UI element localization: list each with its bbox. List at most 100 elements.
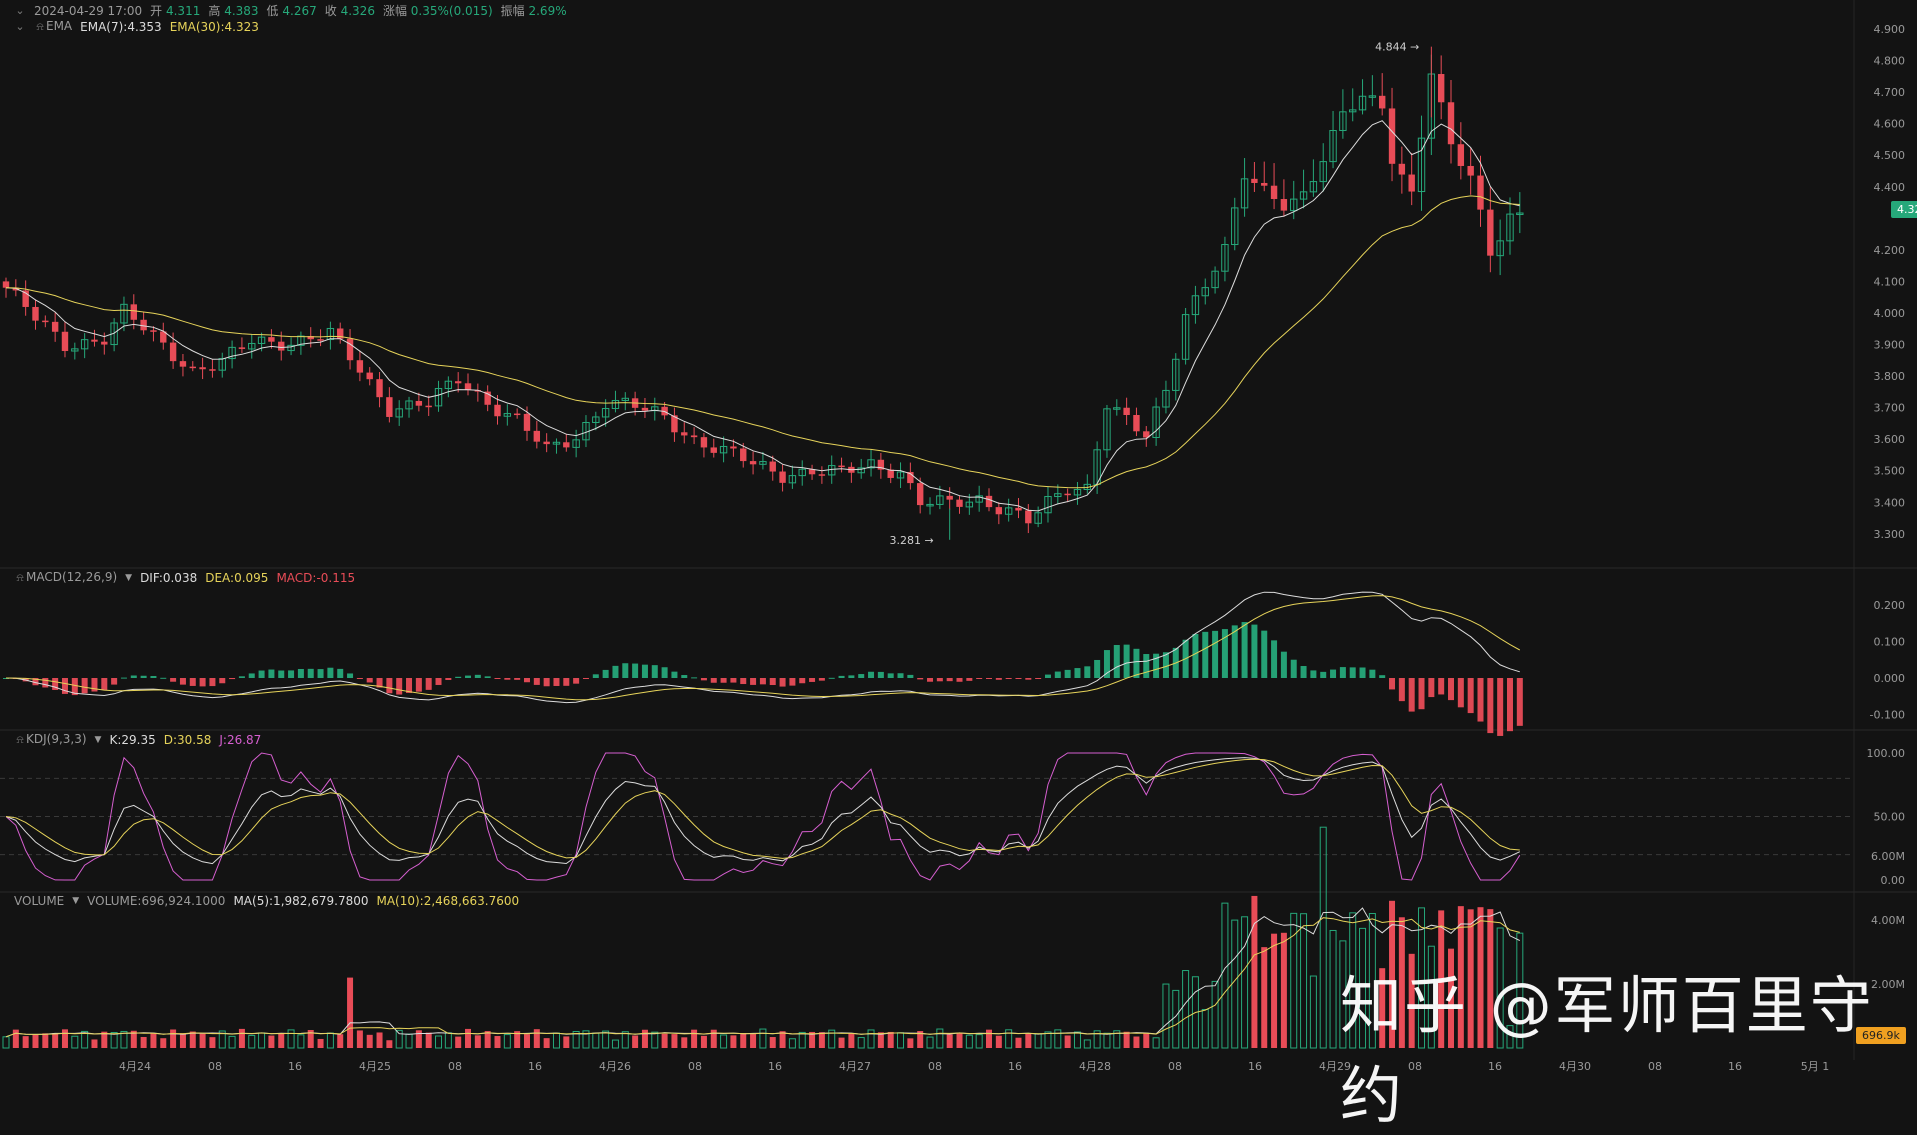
chart-canvas[interactable]: 4.900 4.800 4.700 4.600 4.500 4.400 4.200 4.100… (0, 0, 1917, 1077)
volume-bar (671, 1034, 678, 1048)
candle-body (896, 471, 905, 479)
volume-bar (1300, 913, 1308, 1049)
macd-bar (170, 678, 177, 682)
j-value: J:26.87 (219, 732, 262, 747)
macd-bar (1477, 678, 1484, 722)
macd-bar (1497, 678, 1504, 736)
candle-body (454, 381, 462, 384)
volume-bar (1290, 912, 1298, 1049)
bell-icon[interactable]: ⍾ (16, 733, 24, 746)
candle-body (1447, 102, 1455, 145)
candle-body (936, 495, 944, 505)
macd-bar (474, 674, 481, 678)
last-price-tag: 4.326 (1891, 201, 1917, 218)
macd-bar (1133, 648, 1140, 678)
volume-bar (809, 1031, 816, 1048)
price-tick: 4.700 (1874, 86, 1906, 99)
candle-body (1477, 175, 1484, 210)
volume-bar (120, 1030, 128, 1049)
macd-bar (288, 670, 295, 678)
macd-bar (1369, 669, 1376, 678)
ohlc-legend: ⌄ 2024-04-29 17:00 开 4.311 高 4.383 低 4.2… (14, 2, 566, 19)
macd-bar (877, 671, 884, 678)
macd-bar (494, 678, 501, 679)
ema7-value: EMA(7):4.353 (80, 19, 162, 34)
macd-bar (120, 677, 127, 679)
macd-bar (927, 678, 934, 682)
macd-bar (61, 678, 68, 694)
candle-body (985, 495, 993, 508)
volume-bar (1309, 975, 1317, 1049)
caret-down-icon[interactable]: ▼ (72, 896, 80, 906)
candle-body (346, 338, 354, 361)
candle-body (611, 399, 620, 410)
macd-bar (976, 678, 983, 679)
candle-body (61, 331, 69, 352)
bell-icon[interactable]: ⍾ (16, 571, 24, 584)
macd-bar (1467, 678, 1474, 714)
time-tick: 16 (1248, 1060, 1262, 1073)
macd-bar (651, 665, 658, 678)
macd-bar (582, 678, 589, 679)
macd-bar (1428, 678, 1435, 698)
macd-bar (759, 678, 766, 685)
candle-body (209, 369, 216, 371)
volume-bar (228, 1035, 236, 1049)
bell-icon[interactable]: ⍾ (36, 20, 44, 33)
candle-body (1103, 408, 1111, 451)
candle-body (690, 435, 698, 438)
volume-bar (651, 1031, 659, 1049)
macd-bar (1153, 653, 1160, 678)
candle-body (601, 408, 610, 418)
macd-bar (1192, 633, 1199, 678)
macd-bar (1506, 678, 1513, 732)
macd-bar (1359, 667, 1366, 678)
caret-down-icon[interactable]: ▼ (94, 734, 102, 745)
volume-bar (1280, 932, 1287, 1048)
volume-bar (769, 1037, 776, 1048)
volume-bar (1241, 916, 1249, 1049)
macd-bar (1310, 670, 1317, 678)
macd-bar (1379, 675, 1386, 678)
macd-bar (455, 676, 462, 678)
volume-bar (907, 1038, 914, 1048)
volume-bar (395, 1029, 403, 1049)
volume-bar (1113, 1030, 1121, 1049)
volume-bar (1368, 913, 1376, 1049)
change-label: 涨幅 (382, 4, 407, 18)
candle-body (838, 465, 845, 468)
chevron-icon[interactable]: ⌄ (15, 4, 25, 17)
chevron-icon[interactable]: ⌄ (15, 20, 25, 33)
macd-bar (248, 673, 255, 678)
macd-bar (1241, 622, 1248, 678)
candle-body (1358, 95, 1367, 111)
candle-body (22, 290, 29, 307)
macd-bar (258, 670, 265, 678)
amplitude-label: 振幅 (500, 4, 525, 18)
macd-bar (1487, 678, 1494, 734)
candle-body (1143, 431, 1150, 438)
candle-body (1221, 244, 1229, 272)
caret-down-icon[interactable]: ▼ (125, 572, 133, 583)
candle-body (995, 507, 1003, 515)
macd-bar (229, 678, 236, 680)
volume-bar (415, 1030, 422, 1048)
volume-bar (965, 1034, 973, 1049)
volume-bar (1438, 910, 1445, 1048)
candle-body (444, 380, 453, 390)
volume-bar (81, 1030, 89, 1049)
macd-bar (347, 673, 354, 678)
candle-body (1467, 165, 1474, 176)
open-label: 开 (150, 4, 163, 18)
time-tick: 08 (1168, 1060, 1182, 1073)
time-tick: 4月25 (359, 1060, 391, 1073)
macd-bar (1084, 666, 1091, 678)
macd-bar (317, 669, 324, 678)
macd-bar (543, 678, 550, 687)
macd-bar (415, 678, 422, 692)
candle-body (91, 339, 98, 342)
volume-bar (1093, 1030, 1101, 1049)
last-volume-tag: 696.9k (1856, 1027, 1906, 1044)
time-tick: 08 (1408, 1060, 1422, 1073)
volume-bar (750, 1034, 757, 1048)
